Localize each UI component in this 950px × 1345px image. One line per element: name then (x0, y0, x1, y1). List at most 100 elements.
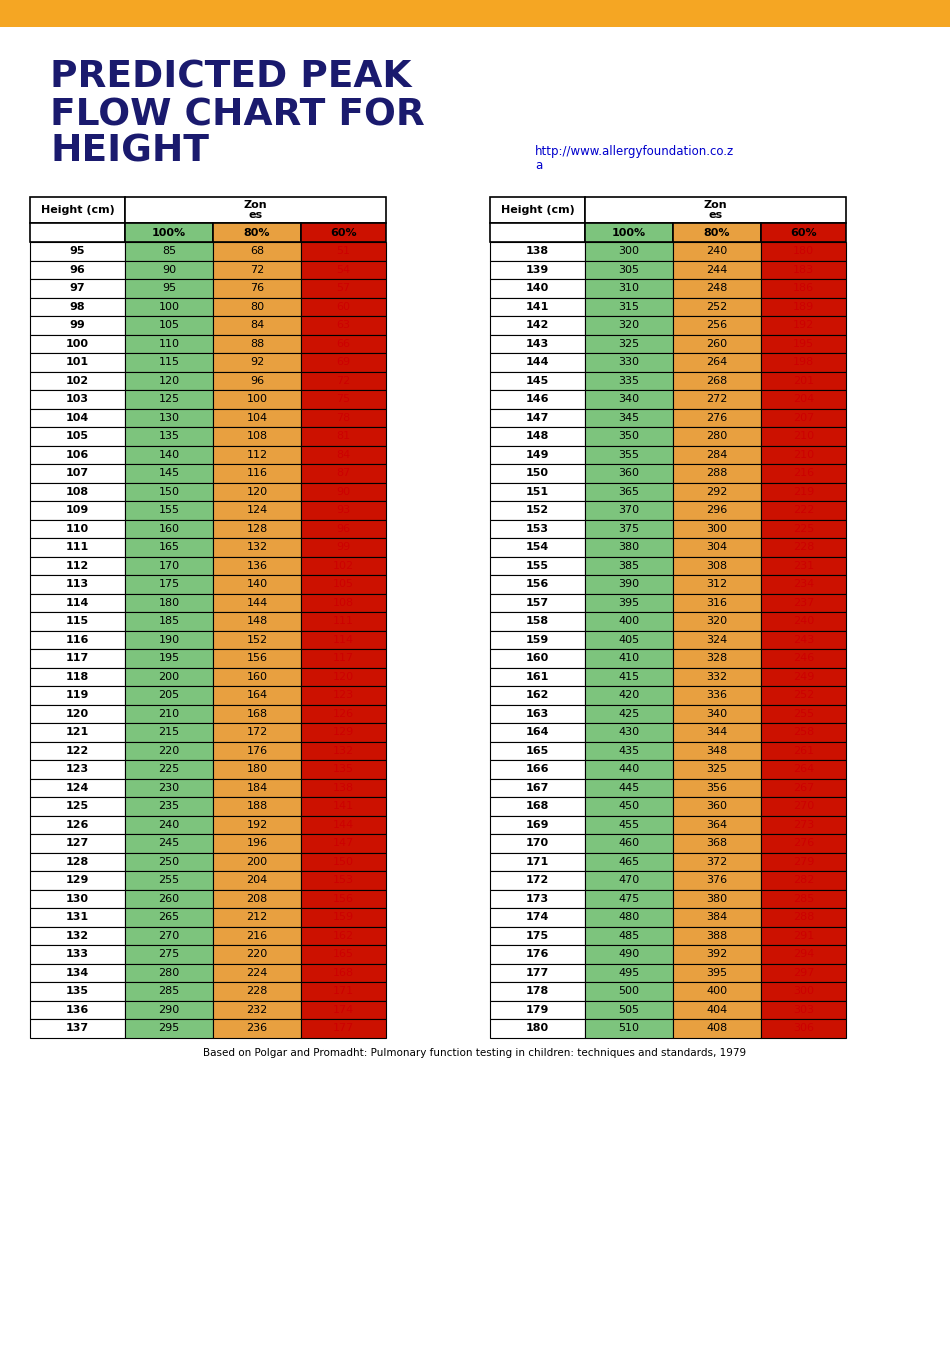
Bar (301, 352, 386, 371)
Text: 304: 304 (707, 542, 728, 553)
Bar (213, 371, 301, 390)
Bar (30, 464, 125, 483)
Text: 173: 173 (526, 893, 549, 904)
Bar (125, 445, 213, 464)
Text: 123: 123 (332, 690, 354, 701)
Bar (761, 576, 846, 593)
Text: 305: 305 (618, 265, 639, 274)
Bar (213, 390, 301, 409)
Text: 435: 435 (618, 745, 639, 756)
Bar (490, 963, 585, 982)
Bar (585, 815, 673, 834)
Bar (301, 724, 386, 741)
Bar (125, 242, 213, 261)
Bar (125, 853, 213, 872)
Text: 160: 160 (246, 671, 268, 682)
Text: 249: 249 (793, 671, 814, 682)
Bar (490, 724, 585, 741)
Bar (673, 261, 761, 278)
Text: 185: 185 (159, 616, 180, 627)
Text: 100%: 100% (612, 227, 646, 238)
Text: 200: 200 (159, 671, 180, 682)
Text: 390: 390 (618, 580, 639, 589)
Text: 88: 88 (250, 339, 264, 348)
Bar (585, 371, 673, 390)
Text: 208: 208 (246, 893, 268, 904)
Text: 156: 156 (333, 893, 354, 904)
Text: 113: 113 (66, 580, 89, 589)
Bar (213, 872, 301, 889)
Bar (213, 409, 301, 426)
Text: 149: 149 (525, 449, 549, 460)
Bar (490, 352, 585, 371)
Bar (761, 1001, 846, 1020)
Bar (125, 705, 213, 724)
Bar (125, 612, 213, 631)
Bar (490, 927, 585, 946)
Text: 162: 162 (525, 690, 549, 701)
Text: 475: 475 (618, 893, 639, 904)
Bar (213, 223, 301, 242)
Text: 133: 133 (66, 950, 89, 959)
Text: 320: 320 (707, 616, 728, 627)
Bar (673, 593, 761, 612)
Text: 236: 236 (246, 1024, 268, 1033)
Text: 146: 146 (525, 394, 549, 405)
Text: 123: 123 (66, 764, 89, 775)
Bar (30, 650, 125, 667)
Text: 95: 95 (162, 284, 176, 293)
Text: 232: 232 (246, 1005, 268, 1014)
Bar (490, 390, 585, 409)
Text: 300: 300 (618, 246, 639, 257)
Text: 160: 160 (526, 654, 549, 663)
Bar (301, 667, 386, 686)
Text: 138: 138 (526, 246, 549, 257)
Bar (761, 261, 846, 278)
Text: 177: 177 (332, 1024, 354, 1033)
Text: 230: 230 (159, 783, 180, 792)
Text: 101: 101 (66, 358, 89, 367)
Bar (30, 538, 125, 557)
Bar (585, 352, 673, 371)
Text: 384: 384 (707, 912, 728, 923)
Bar (30, 889, 125, 908)
Text: 235: 235 (159, 802, 180, 811)
Text: 178: 178 (526, 986, 549, 997)
Bar (213, 316, 301, 335)
Bar (490, 667, 585, 686)
Bar (125, 927, 213, 946)
Bar (301, 557, 386, 576)
Bar (301, 612, 386, 631)
Text: 163: 163 (526, 709, 549, 718)
Text: 315: 315 (618, 301, 639, 312)
Bar (673, 686, 761, 705)
Text: 102: 102 (66, 375, 89, 386)
Text: 112: 112 (246, 449, 268, 460)
Bar (301, 798, 386, 815)
Text: 345: 345 (618, 413, 639, 422)
Text: 103: 103 (66, 394, 89, 405)
Text: 195: 195 (793, 339, 814, 348)
Text: 51: 51 (336, 246, 351, 257)
Bar (585, 982, 673, 1001)
Bar (30, 1020, 125, 1037)
Bar (125, 576, 213, 593)
Text: 126: 126 (332, 709, 354, 718)
Text: 207: 207 (793, 413, 814, 422)
Bar (0, 0, 950, 27)
Text: 240: 240 (793, 616, 814, 627)
Bar (490, 779, 585, 798)
Text: 303: 303 (793, 1005, 814, 1014)
Bar (30, 946, 125, 963)
Text: 325: 325 (618, 339, 639, 348)
Bar (585, 724, 673, 741)
Text: 220: 220 (246, 950, 268, 959)
Bar (301, 390, 386, 409)
Text: 380: 380 (618, 542, 639, 553)
Text: 109: 109 (66, 506, 89, 515)
Text: 168: 168 (246, 709, 268, 718)
Text: 124: 124 (246, 506, 268, 515)
Bar (673, 834, 761, 853)
Text: 100: 100 (246, 394, 268, 405)
Bar (673, 927, 761, 946)
